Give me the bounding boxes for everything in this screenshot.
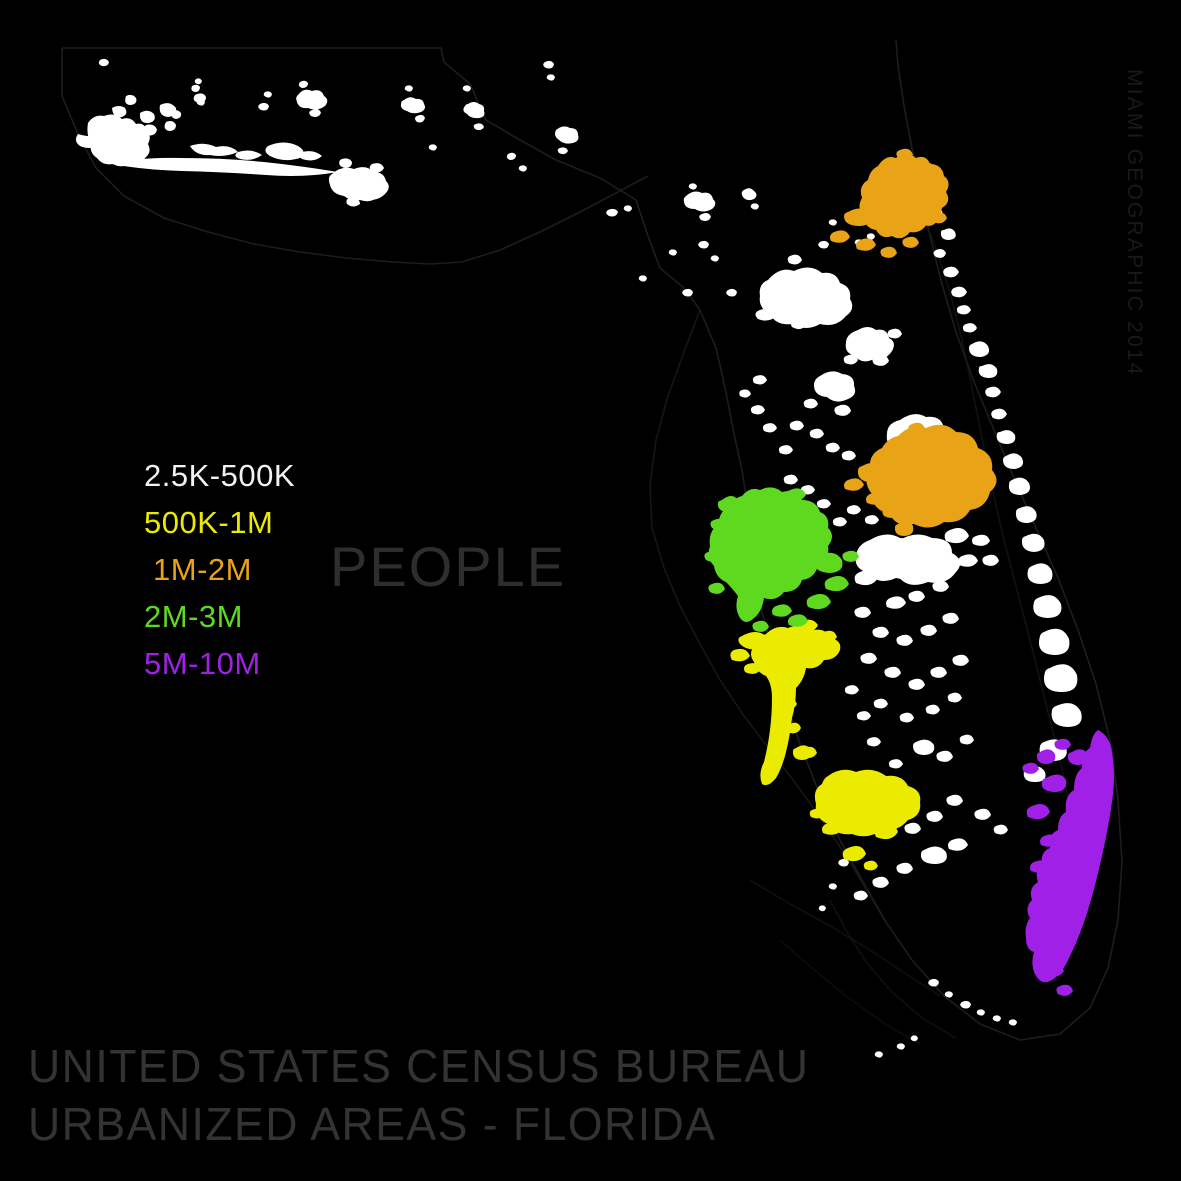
legend-item-500k-1m: 500K-1M bbox=[144, 505, 274, 540]
legend-item-1m-2m: 1M-2M bbox=[153, 552, 252, 587]
legend-item-2-5k-500k: 2.5K-500K bbox=[144, 458, 295, 493]
poster-title: UNITED STATES CENSUS BUREAU URBANIZED AR… bbox=[28, 1037, 834, 1153]
legend-item-2m-3m: 2M-3M bbox=[144, 599, 243, 634]
title-line-2: URBANIZED AREAS - FLORIDA bbox=[28, 1098, 717, 1150]
credit-text: MIAMI GEOGRAPHIC 2014 bbox=[1123, 69, 1146, 377]
legend-heading-people: PEOPLE bbox=[330, 535, 567, 598]
urban-areas-green bbox=[704, 487, 859, 632]
urban-areas-yellow bbox=[730, 619, 921, 871]
title-line-1: UNITED STATES CENSUS BUREAU bbox=[28, 1040, 810, 1092]
urban-areas-purple bbox=[1022, 730, 1114, 996]
legend: 2.5K-500K 500K-1M 1M-2M 2M-3M 5M-10M bbox=[144, 452, 364, 687]
legend-item-5m-10m: 5M-10M bbox=[144, 646, 261, 681]
urban-areas-orange bbox=[830, 148, 997, 536]
